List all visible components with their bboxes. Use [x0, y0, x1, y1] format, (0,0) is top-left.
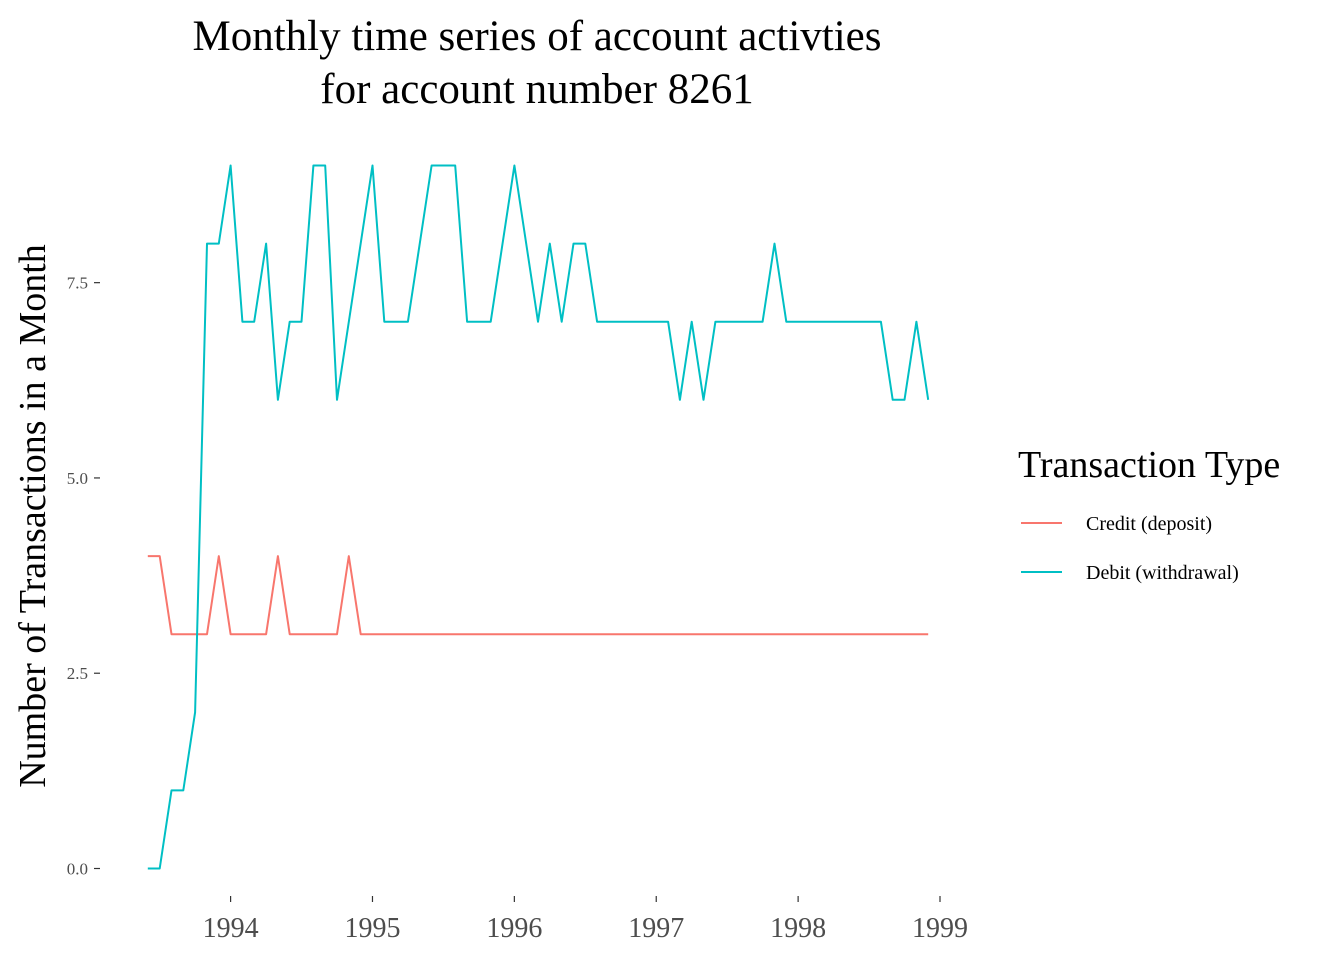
chart-title-line-2: for account number 8261 — [320, 66, 753, 113]
chart-title-line-1: Monthly time series of account activties — [192, 13, 881, 60]
series-line-debit — [147, 164, 930, 870]
legend: Transaction Type Credit (deposit) Debit (… — [1018, 444, 1280, 584]
legend-label-credit: Credit (deposit) — [1086, 513, 1212, 535]
legend-title: Transaction Type — [1018, 444, 1280, 486]
series-line-credit — [147, 555, 929, 636]
series-layer — [147, 164, 930, 870]
x-tick-label: 1998 — [770, 913, 826, 944]
x-tick-label: 1996 — [486, 913, 542, 944]
legend-label-debit: Debit (withdrawal) — [1086, 562, 1239, 584]
x-tick-label: 1995 — [344, 913, 400, 944]
x-axis: 1994 1995 1996 1997 1998 1999 — [203, 896, 968, 944]
x-tick-label: 1994 — [203, 913, 259, 944]
y-axis: 0.0 2.5 5.0 7.5 — [67, 274, 100, 879]
x-tick-label: 1997 — [628, 913, 684, 944]
y-tick-label: 5.0 — [67, 469, 88, 488]
y-tick-label: 0.0 — [67, 860, 88, 879]
x-tick-label: 1999 — [912, 913, 968, 944]
y-tick-label: 7.5 — [67, 274, 88, 293]
y-tick-label: 2.5 — [67, 664, 88, 683]
y-axis-label: Number of Transactions in a Month — [12, 244, 54, 788]
